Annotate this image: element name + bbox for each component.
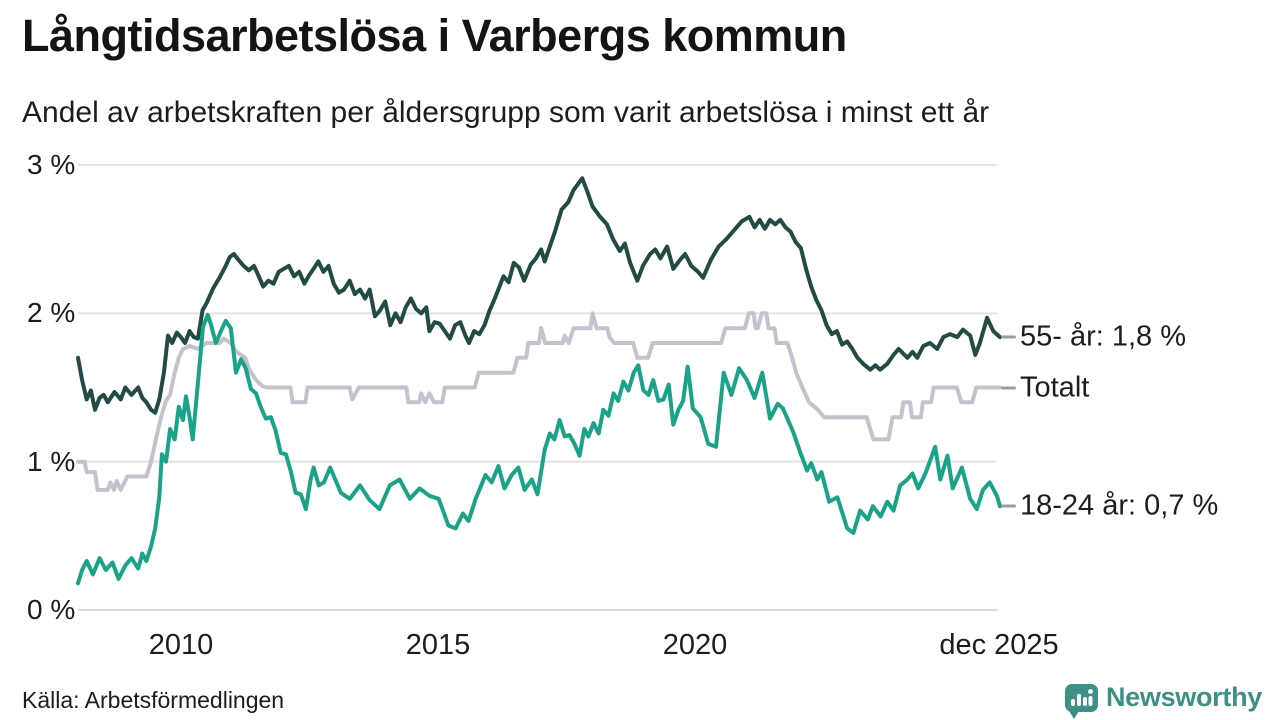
series-label-18-24-ar: 18-24 år: 0,7 % bbox=[1001, 490, 1218, 523]
series-line-2 bbox=[76, 312, 1002, 586]
page-subtitle: Andel av arbetskraften per åldersgrupp s… bbox=[22, 96, 990, 129]
x-tick-2015: 2015 bbox=[405, 629, 471, 661]
y-tick-2: 2 % bbox=[27, 297, 76, 328]
x-tick-dec2025: dec 2025 bbox=[939, 629, 1059, 661]
source-note: Källa: Arbetsförmedlingen bbox=[22, 687, 285, 713]
label-connector-dash bbox=[1001, 504, 1016, 508]
series-line-1 bbox=[76, 311, 1002, 492]
y-tick-1: 1 % bbox=[27, 446, 76, 477]
newsworthy-brand: Newsworthy bbox=[1064, 682, 1262, 719]
x-tick-2020: 2020 bbox=[662, 629, 728, 661]
series-line-0 bbox=[76, 176, 1002, 415]
y-tick-0: 0 % bbox=[27, 594, 76, 625]
page-title: Långtidsarbetslösa i Varbergs kommun bbox=[22, 10, 847, 61]
series-label-text: 18-24 år: 0,7 % bbox=[1020, 489, 1219, 522]
series-label-totalt: Totalt bbox=[1001, 372, 1089, 405]
x-tick-2010: 2010 bbox=[148, 629, 214, 661]
series-label-55-ar: 55- år: 1,8 % bbox=[1001, 321, 1186, 354]
label-connector-dash bbox=[1001, 386, 1016, 390]
newsworthy-wordmark: Newsworthy bbox=[1105, 682, 1262, 712]
label-connector-dash bbox=[1001, 335, 1016, 339]
bar-chart-bubble-icon bbox=[1070, 688, 1093, 706]
series-label-text: Totalt bbox=[1020, 371, 1090, 404]
newsworthy-logo-icon bbox=[1064, 683, 1098, 719]
y-tick-3: 3 % bbox=[27, 149, 76, 180]
series-label-text: 55- år: 1,8 % bbox=[1020, 320, 1187, 353]
